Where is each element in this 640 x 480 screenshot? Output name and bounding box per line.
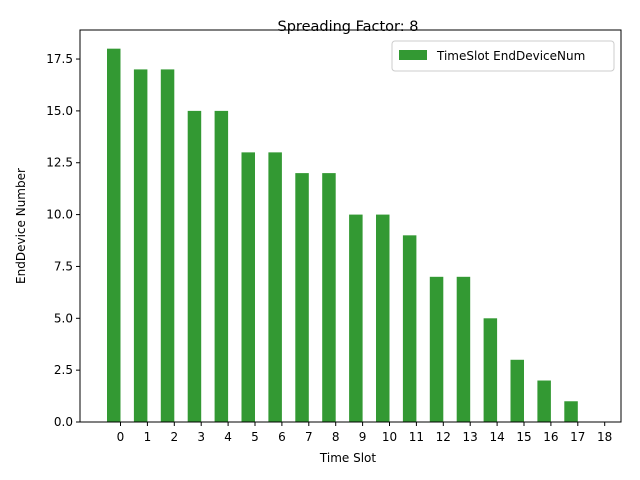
bar-slot-13 — [456, 276, 471, 422]
bar-slot-8 — [322, 173, 336, 422]
legend: TimeSlot EndDeviceNum — [391, 40, 615, 72]
bar-slot-6 — [268, 152, 282, 422]
x-tick-label: 10 — [382, 430, 397, 444]
bar-slot-0 — [107, 48, 121, 423]
bar-slot-5 — [241, 152, 255, 422]
y-tick-label: 0.0 — [54, 415, 73, 429]
y-tick-label: 17.5 — [46, 52, 73, 66]
bar-slot-10 — [376, 214, 390, 422]
x-tick-label: 16 — [543, 430, 558, 444]
x-axis-label: Time Slot — [319, 451, 376, 465]
bar-slot-7 — [295, 173, 309, 422]
y-tick-label: 2.5 — [54, 363, 73, 377]
x-axis: 0 1 2 3 4 5 6 7 8 9 10 11 12 13 14 15 16 17 18 — [117, 422, 612, 444]
x-tick-label: 17 — [570, 430, 585, 444]
bar-slot-9 — [349, 214, 363, 422]
x-tick-label: 1 — [144, 430, 152, 444]
x-tick-label: 2 — [170, 430, 178, 444]
x-tick-label: 9 — [359, 430, 367, 444]
x-tick-label: 0 — [117, 430, 125, 444]
plot-frame — [79, 29, 622, 423]
x-tick-label: 7 — [305, 430, 313, 444]
x-tick-label: 13 — [463, 430, 478, 444]
bar-slot-3 — [187, 110, 202, 422]
x-tick-label: 3 — [197, 430, 205, 444]
legend-box — [391, 40, 615, 72]
y-tick-label: 15.0 — [46, 104, 73, 118]
chart-title: Spreading Factor: 8 — [278, 19, 419, 35]
x-tick-label: 12 — [436, 430, 451, 444]
y-axis: 0.0 2.5 5.0 7.5 10.0 12.5 15.0 17.5 — [46, 52, 80, 429]
bar-slot-4 — [214, 110, 229, 422]
y-tick-label: 12.5 — [46, 156, 73, 170]
y-tick-label: 5.0 — [54, 311, 73, 325]
bar-slot-15 — [510, 359, 524, 422]
x-tick-label: 6 — [278, 430, 286, 444]
x-tick-label: 8 — [332, 430, 340, 444]
bar-slot-11 — [402, 235, 417, 422]
legend-swatch — [399, 50, 427, 60]
x-tick-label: 4 — [224, 430, 232, 444]
x-tick-label: 5 — [251, 430, 259, 444]
bar-group — [107, 48, 578, 423]
y-axis-label: EndDevice Number — [14, 168, 28, 284]
bar-slot-2 — [160, 69, 175, 422]
bar-slot-1 — [133, 69, 148, 422]
legend-label: TimeSlot EndDeviceNum — [436, 49, 585, 63]
x-tick-label: 11 — [409, 430, 424, 444]
bar-slot-17 — [564, 401, 578, 422]
x-tick-label: 15 — [516, 430, 531, 444]
bar-slot-16 — [537, 380, 551, 422]
bar-slot-14 — [483, 318, 498, 422]
y-tick-label: 7.5 — [54, 259, 73, 273]
y-tick-label: 10.0 — [46, 208, 73, 222]
bar-slot-12 — [429, 276, 444, 422]
x-tick-label: 14 — [489, 430, 504, 444]
x-tick-label: 18 — [597, 430, 612, 444]
